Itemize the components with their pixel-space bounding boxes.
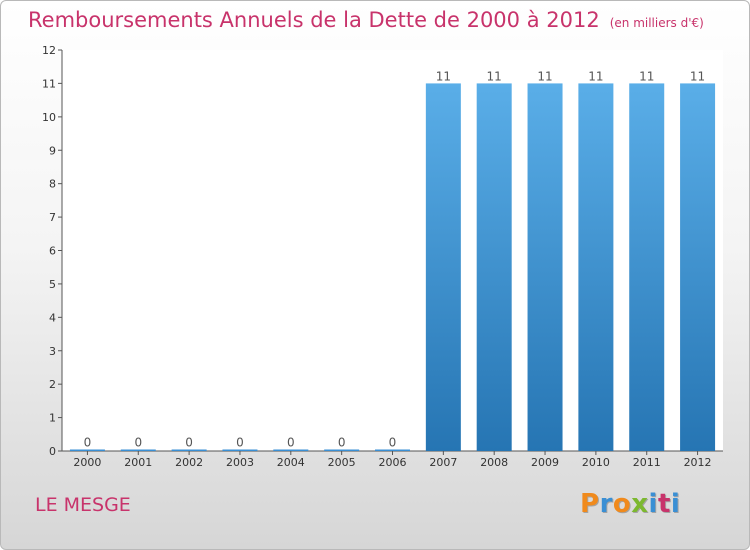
y-tick-label: 3 [49, 345, 56, 358]
data-label: 11 [537, 69, 552, 83]
x-tick-label: 2008 [480, 456, 508, 469]
logo-letter: i [648, 489, 658, 519]
data-label: 11 [588, 69, 603, 83]
data-label: 0 [185, 436, 193, 450]
data-label: 0 [236, 436, 244, 450]
data-label: 0 [287, 436, 295, 450]
x-tick-label: 2004 [277, 456, 305, 469]
x-tick-label: 2010 [582, 456, 610, 469]
bar [273, 449, 309, 451]
chart-title-text: Remboursements Annuels de la Dette de 20… [28, 8, 600, 32]
x-tick-label: 2001 [124, 456, 152, 469]
x-tick-label: 2011 [633, 456, 661, 469]
y-tick-label: 7 [49, 211, 56, 224]
chart-unit-note: (en milliers d'€) [609, 16, 704, 30]
y-tick-label: 6 [49, 245, 56, 258]
logo-letter: i [670, 489, 681, 519]
data-label: 0 [134, 436, 142, 450]
data-label: 0 [338, 436, 346, 450]
bar [425, 83, 461, 452]
x-tick-label: 2009 [531, 456, 559, 469]
bar [171, 449, 207, 451]
chart-title: Remboursements Annuels de la Dette de 20… [28, 8, 704, 32]
logo-letter: o [612, 489, 632, 519]
proxiti-logo[interactable]: Proxiti [580, 489, 680, 519]
commune-name: LE MESGE [35, 494, 131, 516]
logo-letter: r [599, 489, 613, 519]
x-tick-label: 2002 [175, 456, 203, 469]
y-tick-label: 11 [42, 77, 56, 90]
bar [375, 449, 410, 451]
bar [680, 83, 716, 452]
bar [629, 83, 665, 452]
y-tick-label: 10 [42, 111, 56, 124]
bar [69, 449, 105, 451]
data-label: 0 [84, 436, 92, 450]
bar [527, 83, 563, 452]
x-tick-label: 2005 [328, 456, 356, 469]
data-label: 11 [639, 69, 654, 83]
logo-letter: x [631, 489, 649, 519]
y-tick-label: 8 [49, 178, 56, 191]
plot-area [62, 50, 723, 451]
data-label: 0 [389, 436, 397, 450]
data-label: 11 [487, 69, 502, 83]
data-label: 11 [690, 69, 705, 83]
y-tick-label: 0 [49, 445, 56, 458]
y-tick-label: 1 [49, 412, 56, 425]
x-tick-label: 2006 [379, 456, 407, 469]
x-tick-label: 2012 [684, 456, 712, 469]
logo-letter: P [580, 489, 600, 519]
bar [476, 83, 512, 452]
bar [324, 449, 360, 451]
logo-letter: t [657, 489, 671, 519]
y-tick-label: 2 [49, 378, 56, 391]
y-tick-label: 12 [42, 44, 56, 57]
bar [578, 83, 614, 452]
y-tick-label: 9 [49, 144, 56, 157]
bar [222, 449, 258, 451]
bar [120, 449, 156, 451]
x-tick-label: 2003 [226, 456, 254, 469]
y-tick-label: 4 [49, 311, 56, 324]
x-tick-label: 2000 [73, 456, 101, 469]
x-tick-label: 2007 [429, 456, 457, 469]
y-tick-label: 5 [49, 278, 56, 291]
data-label: 11 [436, 69, 451, 83]
